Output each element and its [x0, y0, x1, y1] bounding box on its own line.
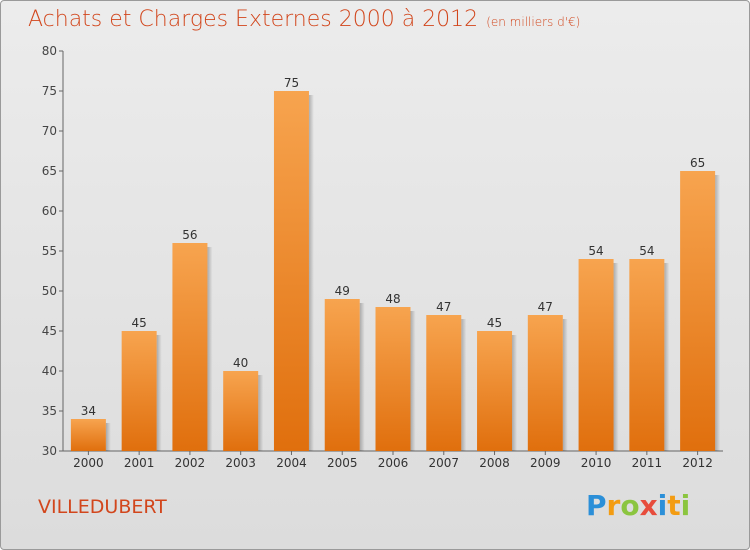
y-tick-label: 60 [42, 204, 57, 218]
y-tick-label: 80 [42, 44, 57, 58]
x-tick-label: 2011 [632, 456, 663, 470]
y-tick-label: 50 [42, 284, 57, 298]
bar-value-label: 45 [132, 316, 147, 330]
logo-letter: t [667, 489, 681, 522]
bar-value-label: 45 [487, 316, 502, 330]
x-tick-label: 2005 [327, 456, 358, 470]
bar-value-label: 49 [335, 284, 350, 298]
x-tick-label: 2003 [225, 456, 256, 470]
bar-value-label: 47 [436, 300, 451, 314]
y-tick-label: 40 [42, 364, 57, 378]
x-tick-label: 2012 [682, 456, 713, 470]
proxiti-logo: Proxiti [586, 489, 690, 522]
y-tick-label: 65 [42, 164, 57, 178]
bar-shadow [410, 311, 416, 451]
logo-letter: o [620, 489, 640, 522]
y-tick-label: 75 [42, 84, 57, 98]
bar-shadow [664, 263, 670, 451]
logo-letter: P [586, 489, 607, 522]
bar-value-label: 75 [284, 76, 299, 90]
bar [273, 91, 309, 451]
bar-value-label: 56 [182, 228, 197, 242]
bar-value-label: 54 [639, 244, 654, 258]
chart-title: Achats et Charges Externes 2000 à 2012 (e… [28, 7, 580, 32]
bar-shadow [308, 95, 314, 451]
bar [426, 315, 462, 451]
bar-shadow [461, 319, 467, 451]
bar-shadow [359, 303, 365, 451]
x-tick-label: 2007 [428, 456, 459, 470]
x-tick-label: 2010 [581, 456, 612, 470]
x-tick-label: 2008 [479, 456, 510, 470]
bar [527, 315, 563, 451]
bar-value-label: 40 [233, 356, 248, 370]
bar-shadow [715, 175, 721, 451]
y-tick-label: 70 [42, 124, 57, 138]
x-tick-label: 2009 [530, 456, 561, 470]
bar-shadow [258, 375, 264, 451]
chart-subtitle: (en milliers d'€) [486, 15, 581, 29]
x-tick-label: 2004 [276, 456, 307, 470]
y-tick-label: 45 [42, 324, 57, 338]
x-tick-label: 2000 [73, 456, 104, 470]
x-tick-label: 2002 [175, 456, 206, 470]
bar [477, 331, 513, 451]
y-tick-label: 55 [42, 244, 57, 258]
bar-value-label: 48 [385, 292, 400, 306]
bar [324, 299, 360, 451]
bar-shadow [562, 319, 568, 451]
bar [223, 371, 259, 451]
bar-shadow [512, 335, 518, 451]
bar-value-label: 34 [81, 404, 96, 418]
bar-value-label: 47 [538, 300, 553, 314]
bar-value-label: 54 [588, 244, 603, 258]
bar-value-label: 65 [690, 156, 705, 170]
logo-letter: i [657, 489, 668, 522]
y-tick-label: 30 [42, 444, 57, 458]
logo-letter: x [639, 489, 658, 522]
chart-title-text: Achats et Charges Externes 2000 à 2012 [28, 7, 479, 32]
bar [70, 419, 106, 451]
logo-letter: r [606, 489, 621, 522]
bar [629, 259, 665, 451]
x-tick-label: 2006 [378, 456, 409, 470]
bar-shadow [105, 423, 111, 451]
bar [121, 331, 157, 451]
bar-shadow [207, 247, 213, 451]
bar-shadow [613, 263, 619, 451]
logo-letter: i [680, 489, 691, 522]
bar-shadow [156, 335, 162, 451]
x-tick-label: 2001 [124, 456, 155, 470]
bar [578, 259, 614, 451]
commune-name: VILLEDUBERT [38, 496, 167, 518]
bar [172, 243, 208, 451]
y-tick-label: 35 [42, 404, 57, 418]
bar [375, 307, 411, 451]
bar [680, 171, 716, 451]
